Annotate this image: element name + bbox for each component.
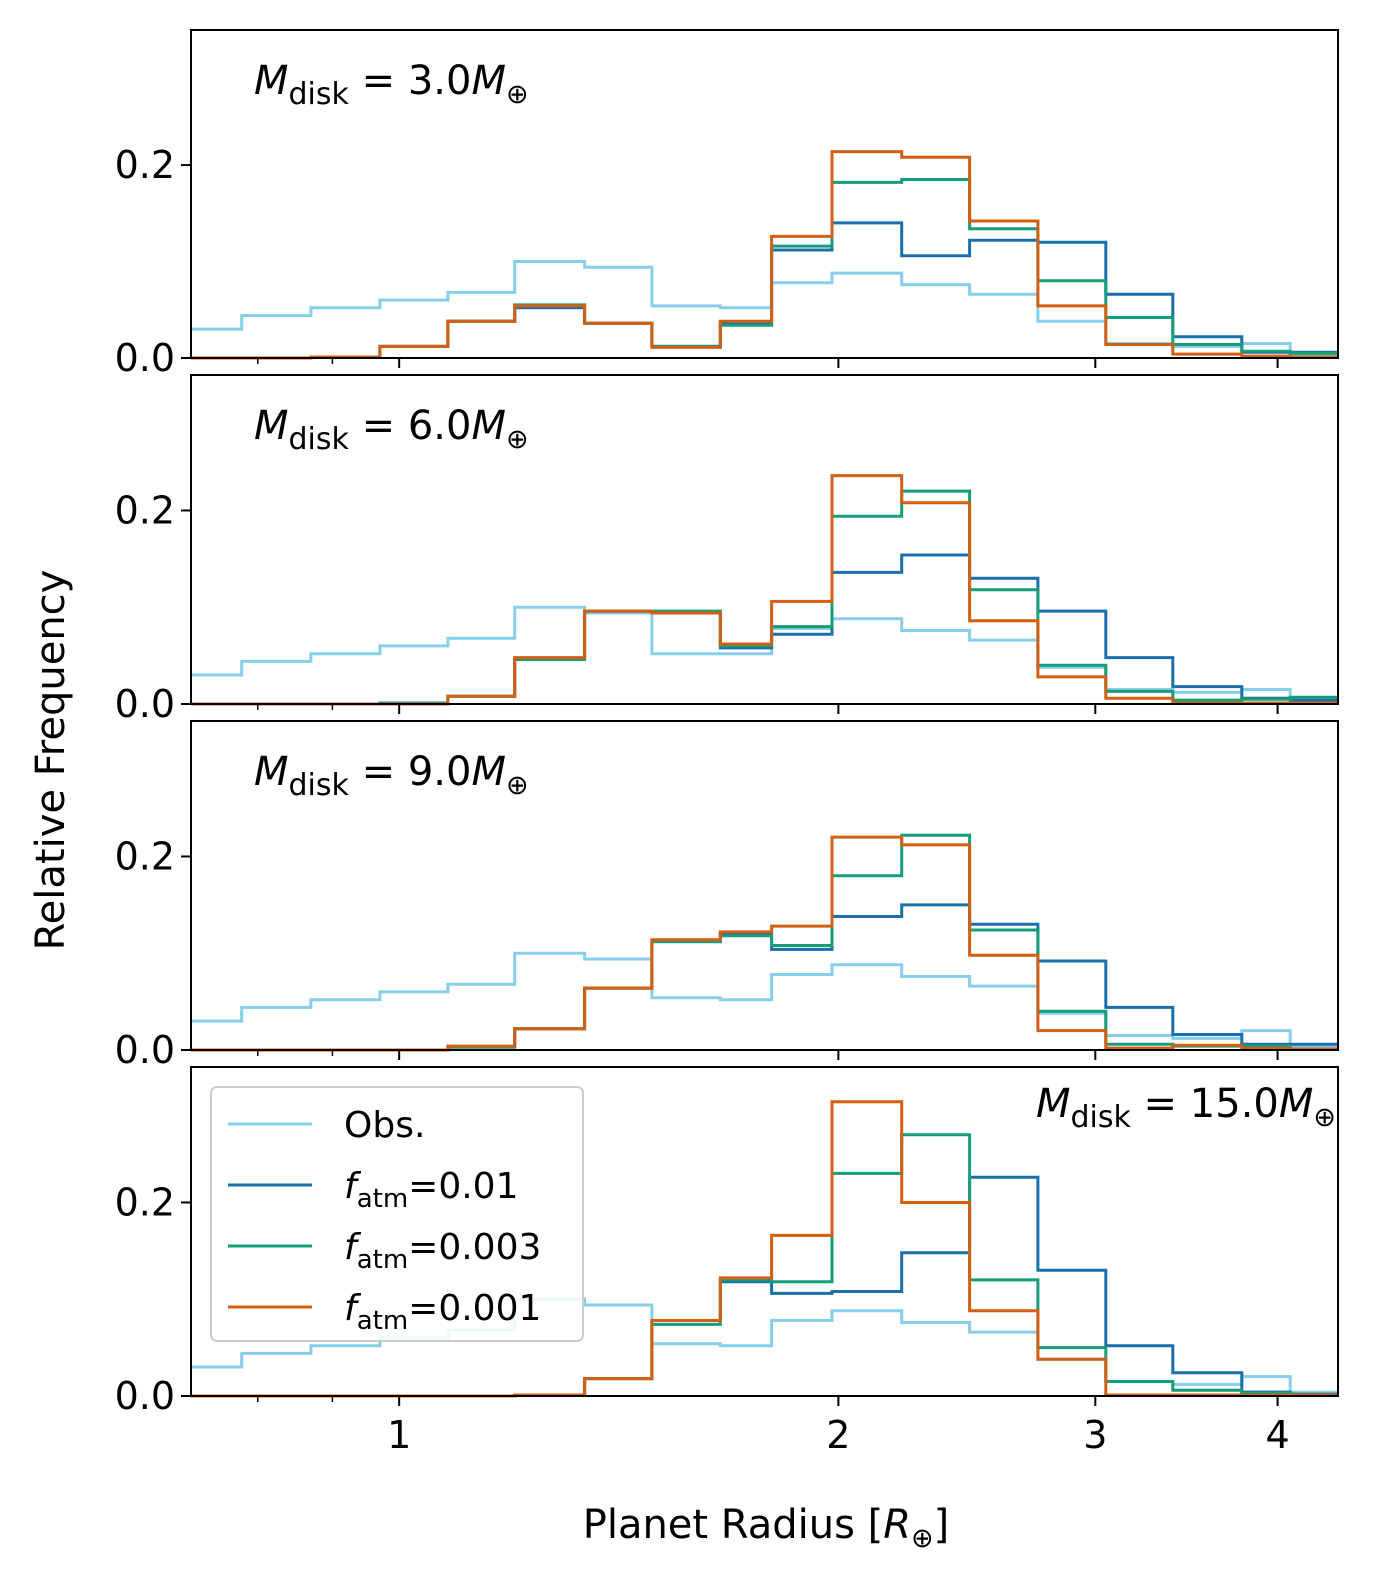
legend-label-subscript: atm xyxy=(357,1306,408,1336)
panel-label-earth: ⊕ xyxy=(1313,1102,1336,1133)
panel-background xyxy=(191,721,1338,1050)
panel-label-earth: ⊕ xyxy=(506,424,529,455)
x-tick-label: 1 xyxy=(387,1413,411,1457)
panel-frame xyxy=(190,1066,1339,1397)
panel-label-m2: M xyxy=(471,749,506,795)
panel-label-earth: ⊕ xyxy=(506,770,529,801)
legend-label-obs: Obs. xyxy=(344,1105,425,1146)
panel-frame xyxy=(190,374,1339,705)
panel-label-subscript: disk xyxy=(289,422,350,457)
y-tick-label: 0.2 xyxy=(115,1180,175,1224)
y-tick-label: 0.2 xyxy=(115,834,175,878)
panel-label-m2: M xyxy=(471,403,506,449)
y-tick-label: 0.0 xyxy=(115,1028,175,1072)
legend-label-f0001: fatm=0.001 xyxy=(344,1288,541,1336)
y-tick-label: 0.2 xyxy=(115,488,175,532)
panel-label-m: M xyxy=(254,749,289,795)
y-tick-label: 0.0 xyxy=(115,682,175,726)
panel-label: Mdisk = 15.0M⊕ xyxy=(1036,1081,1336,1135)
x-tick-label: 3 xyxy=(1083,1413,1107,1457)
legend-box xyxy=(210,1086,584,1342)
y-tick-label: 0.2 xyxy=(115,143,175,187)
panel-label-subscript: disk xyxy=(1070,1100,1131,1135)
series-line-f0001 xyxy=(191,474,1338,706)
x-axis-label: Planet Radius [R⊕] xyxy=(583,1502,950,1554)
panel-background xyxy=(191,30,1338,358)
x-label-subscript: ⊕ xyxy=(911,1523,934,1554)
y-tick-label: 0.0 xyxy=(115,1374,175,1418)
panel-label-m2: M xyxy=(471,58,506,104)
y-tick-label: 0.0 xyxy=(115,336,175,380)
panel-label-value: = 6.0 xyxy=(349,403,472,449)
panel-label-m: M xyxy=(254,58,289,104)
panel-frame xyxy=(190,29,1339,359)
legend: Obs. fatm=0.01 fatm=0.003 fatm=0.001 xyxy=(210,1086,584,1342)
series-line-f0001 xyxy=(191,150,1338,360)
y-axis-label: Relative Frequency xyxy=(28,570,74,951)
panel-label: Mdisk = 9.0M⊕ xyxy=(254,749,529,803)
legend-label-f0003: fatm=0.003 xyxy=(344,1227,541,1275)
legend-label-subscript: atm xyxy=(357,1184,408,1214)
series-line-f0001 xyxy=(191,835,1338,1052)
panel-label-subscript: disk xyxy=(289,768,350,803)
panel-label-value: = 3.0 xyxy=(349,58,472,104)
panel-label-value: = 15.0 xyxy=(1131,1081,1279,1127)
legend-label-subscript: atm xyxy=(357,1245,408,1275)
legend-label-value: =0.01 xyxy=(408,1166,518,1207)
x-label-symbol: R xyxy=(883,1502,911,1548)
panel-label: Mdisk = 3.0M⊕ xyxy=(254,58,529,112)
x-tick-label: 2 xyxy=(826,1413,850,1457)
panel-frame xyxy=(190,720,1339,1051)
x-label-text: Planet Radius [ xyxy=(583,1502,884,1548)
panel-label-m: M xyxy=(254,403,289,449)
panel-label-value: = 9.0 xyxy=(349,749,472,795)
legend-label-value: =0.001 xyxy=(408,1288,541,1329)
panel-label-m: M xyxy=(1036,1081,1071,1127)
panel-label-m2: M xyxy=(1279,1081,1314,1127)
x-tick-label: 4 xyxy=(1266,1413,1290,1457)
panel-label: Mdisk = 6.0M⊕ xyxy=(254,403,529,457)
panel-label-earth: ⊕ xyxy=(506,79,529,110)
panel-label-subscript: disk xyxy=(289,77,350,112)
x-label-text-end: ] xyxy=(934,1502,950,1548)
legend-label-f001: fatm=0.01 xyxy=(344,1166,518,1214)
legend-label-value: =0.003 xyxy=(408,1227,541,1268)
